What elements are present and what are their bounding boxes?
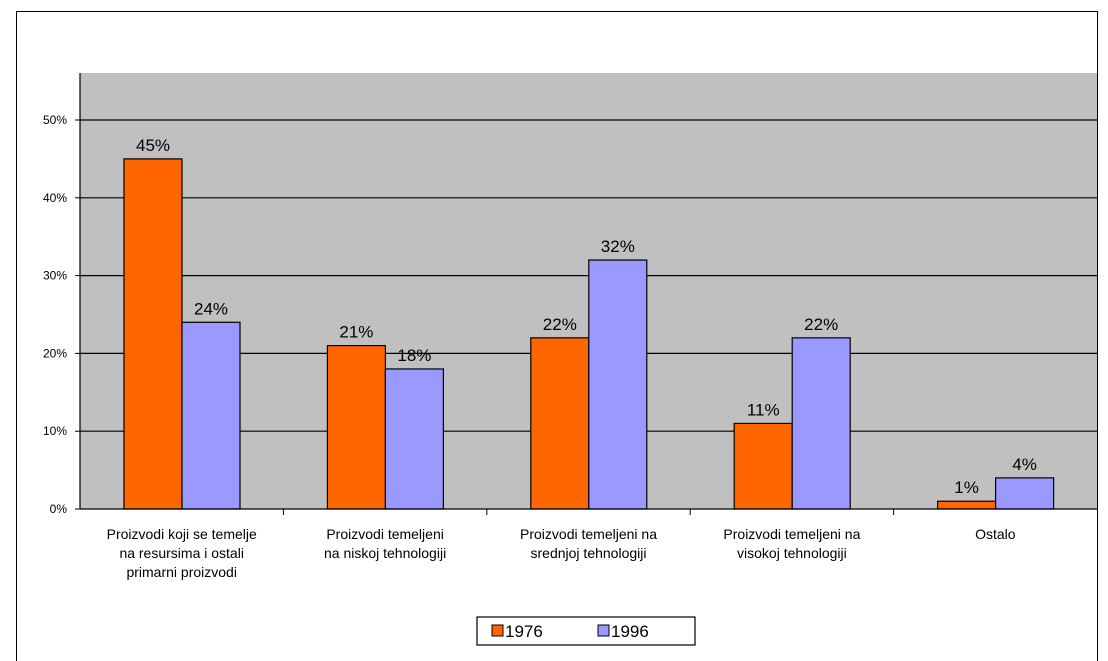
y-tick-label: 30% bbox=[43, 269, 67, 283]
data-label: 21% bbox=[339, 323, 373, 342]
data-label: 1% bbox=[954, 478, 979, 497]
x-category-label-line: primarni proizvodi bbox=[126, 564, 236, 580]
x-category-label: Proizvodi temeljeni na niskoj tehnologiji bbox=[324, 526, 446, 561]
x-category-label-line: na niskoj tehnologiji bbox=[324, 545, 446, 561]
x-category-label-line: srednjoj tehnologiji bbox=[531, 545, 647, 561]
bar bbox=[326, 345, 386, 510]
legend-swatch bbox=[491, 624, 504, 637]
x-category-label-line: na resursima i ostali bbox=[119, 545, 244, 561]
legend: 1976 1996 bbox=[476, 616, 696, 646]
y-tick-label: 50% bbox=[43, 113, 67, 127]
x-category-label-line: Ostalo bbox=[975, 526, 1016, 542]
bar bbox=[994, 477, 1055, 510]
bar bbox=[384, 368, 444, 510]
data-label: 45% bbox=[136, 136, 170, 155]
legend-box bbox=[476, 616, 696, 646]
y-tick-label: 20% bbox=[43, 346, 67, 360]
y-tick-label: 0% bbox=[50, 502, 68, 516]
data-label: 24% bbox=[194, 299, 228, 318]
x-category-label: Proizvodi temeljeni na srednjoj tehnologi… bbox=[520, 526, 657, 561]
bar bbox=[936, 500, 997, 510]
legend-label: 1996 bbox=[611, 622, 649, 641]
x-category-label-line: Proizvodi temeljeni na bbox=[723, 526, 860, 542]
legend-swatch bbox=[597, 624, 610, 637]
legend-label: 1976 bbox=[505, 622, 543, 641]
x-category-label-line: Proizvodi temeljeni na bbox=[520, 526, 657, 542]
x-axis: Proizvodi koji se temelje na resursima i … bbox=[80, 508, 1097, 580]
bar bbox=[588, 259, 648, 510]
bar bbox=[181, 321, 241, 510]
data-label: 18% bbox=[397, 346, 431, 365]
x-category-label-line: visokoj tehnologiji bbox=[737, 545, 847, 561]
data-label: 11% bbox=[747, 400, 780, 419]
bars: 45% 24% 21% 18% 22% 32% 11% 22% 1% 4% bbox=[123, 136, 1055, 510]
data-label: 22% bbox=[804, 315, 838, 334]
x-category-label-line: Proizvodi temeljeni bbox=[326, 526, 444, 542]
data-label: 32% bbox=[601, 237, 635, 256]
bar bbox=[530, 337, 590, 510]
bar bbox=[733, 422, 793, 510]
chart-frame bbox=[16, 11, 1098, 661]
y-axis: 0% 10% 20% 30% 40% 50% bbox=[43, 73, 81, 516]
x-category-label-line: Proizvodi koji se temelje bbox=[107, 526, 257, 542]
data-label: 4% bbox=[1012, 455, 1037, 474]
y-tick-label: 40% bbox=[43, 191, 67, 205]
x-category-label: Proizvodi koji se temelje na resursima i … bbox=[107, 526, 257, 580]
x-category-label: Proizvodi temeljeni na visokoj tehnologij… bbox=[723, 526, 860, 561]
bar bbox=[123, 158, 183, 510]
x-category-label: Ostalo bbox=[975, 526, 1016, 542]
bar bbox=[791, 337, 851, 510]
y-tick-label: 10% bbox=[43, 424, 67, 438]
data-label: 22% bbox=[543, 315, 577, 334]
